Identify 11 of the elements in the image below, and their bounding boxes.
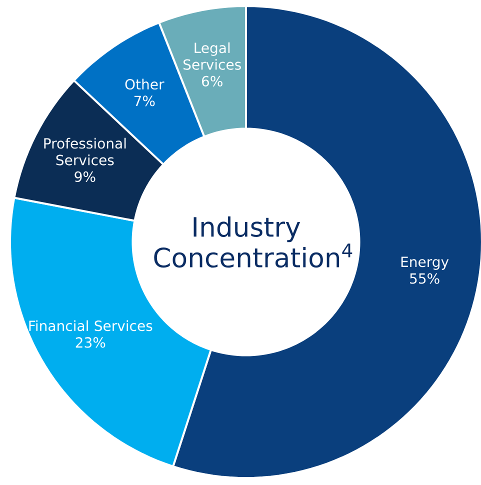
- slice-label: Legal Services: [184, 42, 241, 70]
- data-label: 55%: [410, 273, 440, 284]
- slice-label: Other: [125, 78, 164, 90]
- data-label: 9%: [74, 171, 96, 182]
- slice-label: Financial Services: [29, 320, 152, 332]
- slice-label: Energy: [401, 256, 449, 270]
- slice-label: Professional Services: [44, 138, 126, 166]
- data-label: 23%: [76, 337, 106, 348]
- data-label: 6%: [202, 76, 222, 86]
- data-label: 7%: [134, 96, 155, 106]
- text: Industry Concentration$^{4}$: [154, 216, 352, 268]
